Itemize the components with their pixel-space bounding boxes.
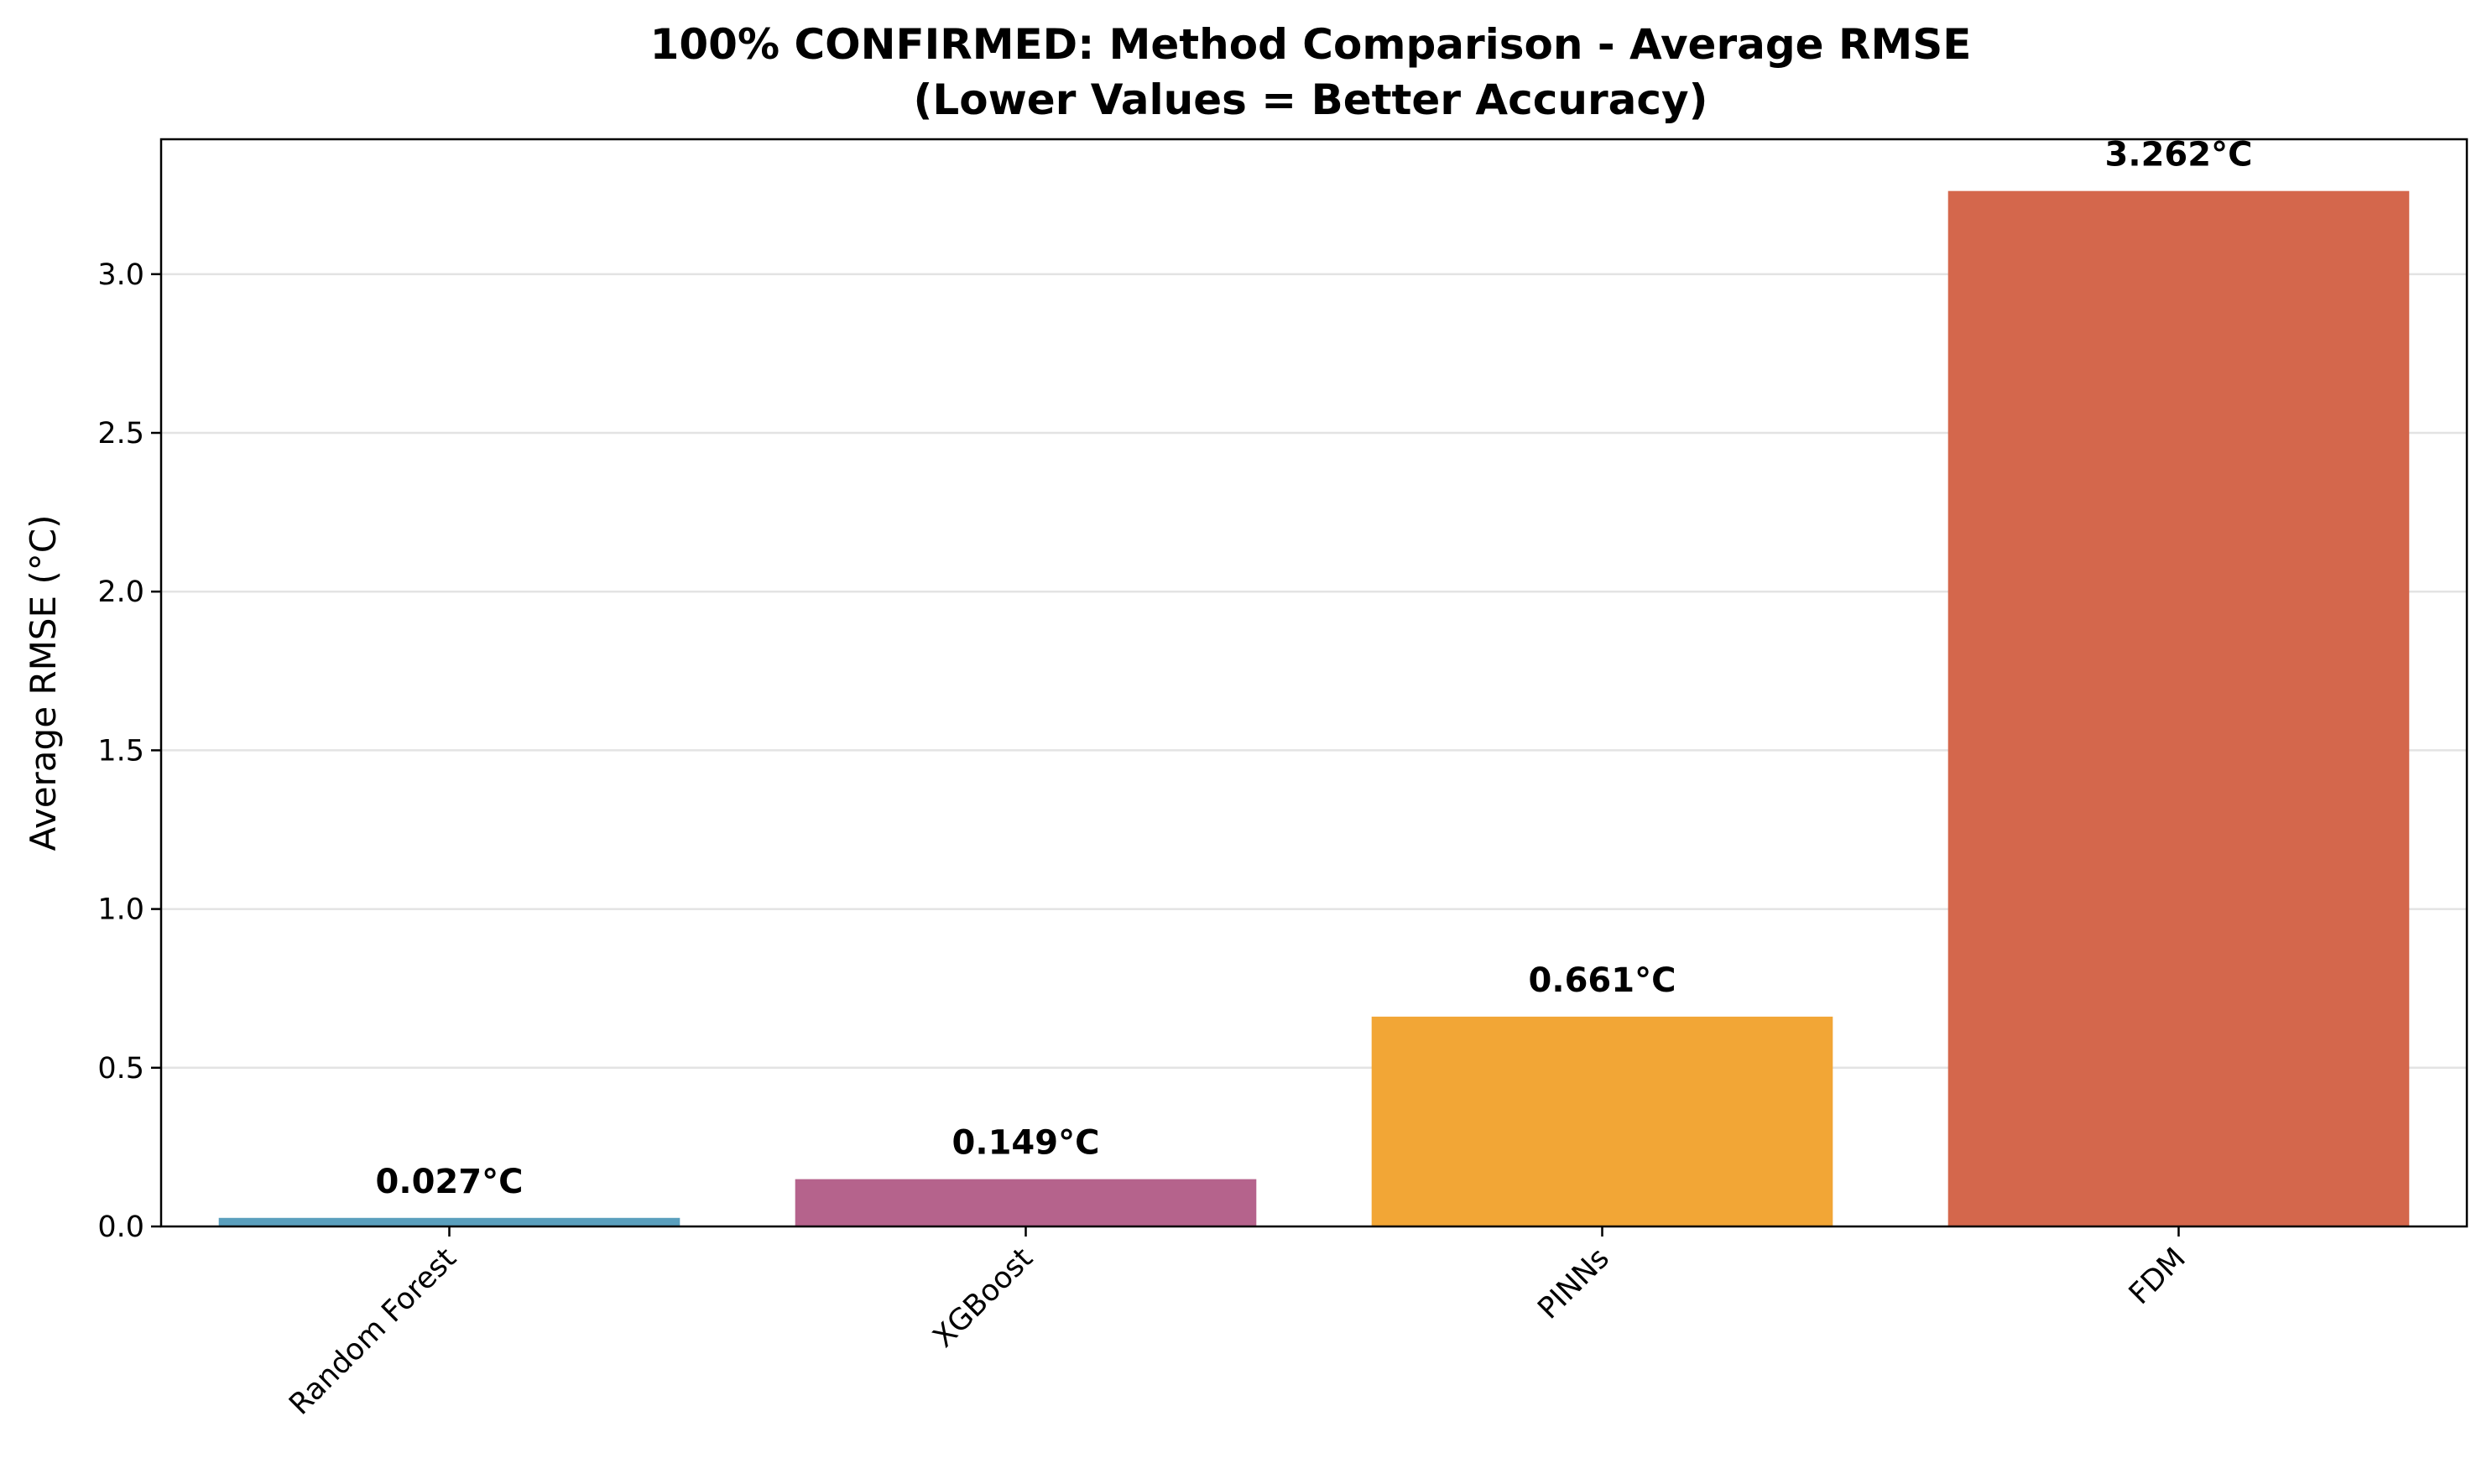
x-axis-ticks: Random Forest XGBoost PINNs FDM (283, 1226, 2192, 1422)
y-axis-ticks: 0.0 0.5 1.0 1.5 2.0 2.5 3.0 (97, 258, 161, 1244)
data-label: 0.027°C (376, 1163, 524, 1201)
data-label: 3.262°C (2105, 136, 2253, 174)
bar (1947, 190, 2410, 1227)
y-tick-label: 0.5 (97, 1052, 144, 1086)
y-tick-label: 1.5 (97, 734, 144, 768)
y-tick-label: 1.0 (97, 893, 144, 927)
y-tick-label: 3.0 (97, 258, 144, 292)
chart-title: 100% CONFIRMED: Method Comparison - Aver… (650, 20, 1972, 69)
data-labels: 0.027°C 0.149°C 0.661°C 3.262°C (376, 136, 2253, 1201)
y-tick-label: 2.0 (97, 575, 144, 609)
x-tick-label: XGBoost (927, 1242, 1040, 1354)
plot-frame (159, 138, 2469, 1228)
bars (218, 190, 2410, 1227)
y-tick-label: 2.5 (97, 417, 144, 450)
x-tick-label: PINNs (1531, 1242, 1615, 1325)
y-axis-label: Average RMSE (°C) (23, 515, 64, 851)
bar (1371, 1016, 1833, 1226)
data-label: 0.149°C (952, 1124, 1100, 1163)
x-tick-label: FDM (2123, 1242, 2192, 1311)
bar (795, 1179, 1257, 1226)
x-tick-label: Random Forest (283, 1242, 463, 1422)
data-label: 0.661°C (1529, 961, 1676, 1000)
bar (218, 1217, 680, 1226)
y-tick-label: 0.0 (97, 1211, 144, 1244)
chart-subtitle: (Lower Values = Better Accuracy) (914, 76, 1708, 124)
gridlines (161, 273, 2467, 1228)
